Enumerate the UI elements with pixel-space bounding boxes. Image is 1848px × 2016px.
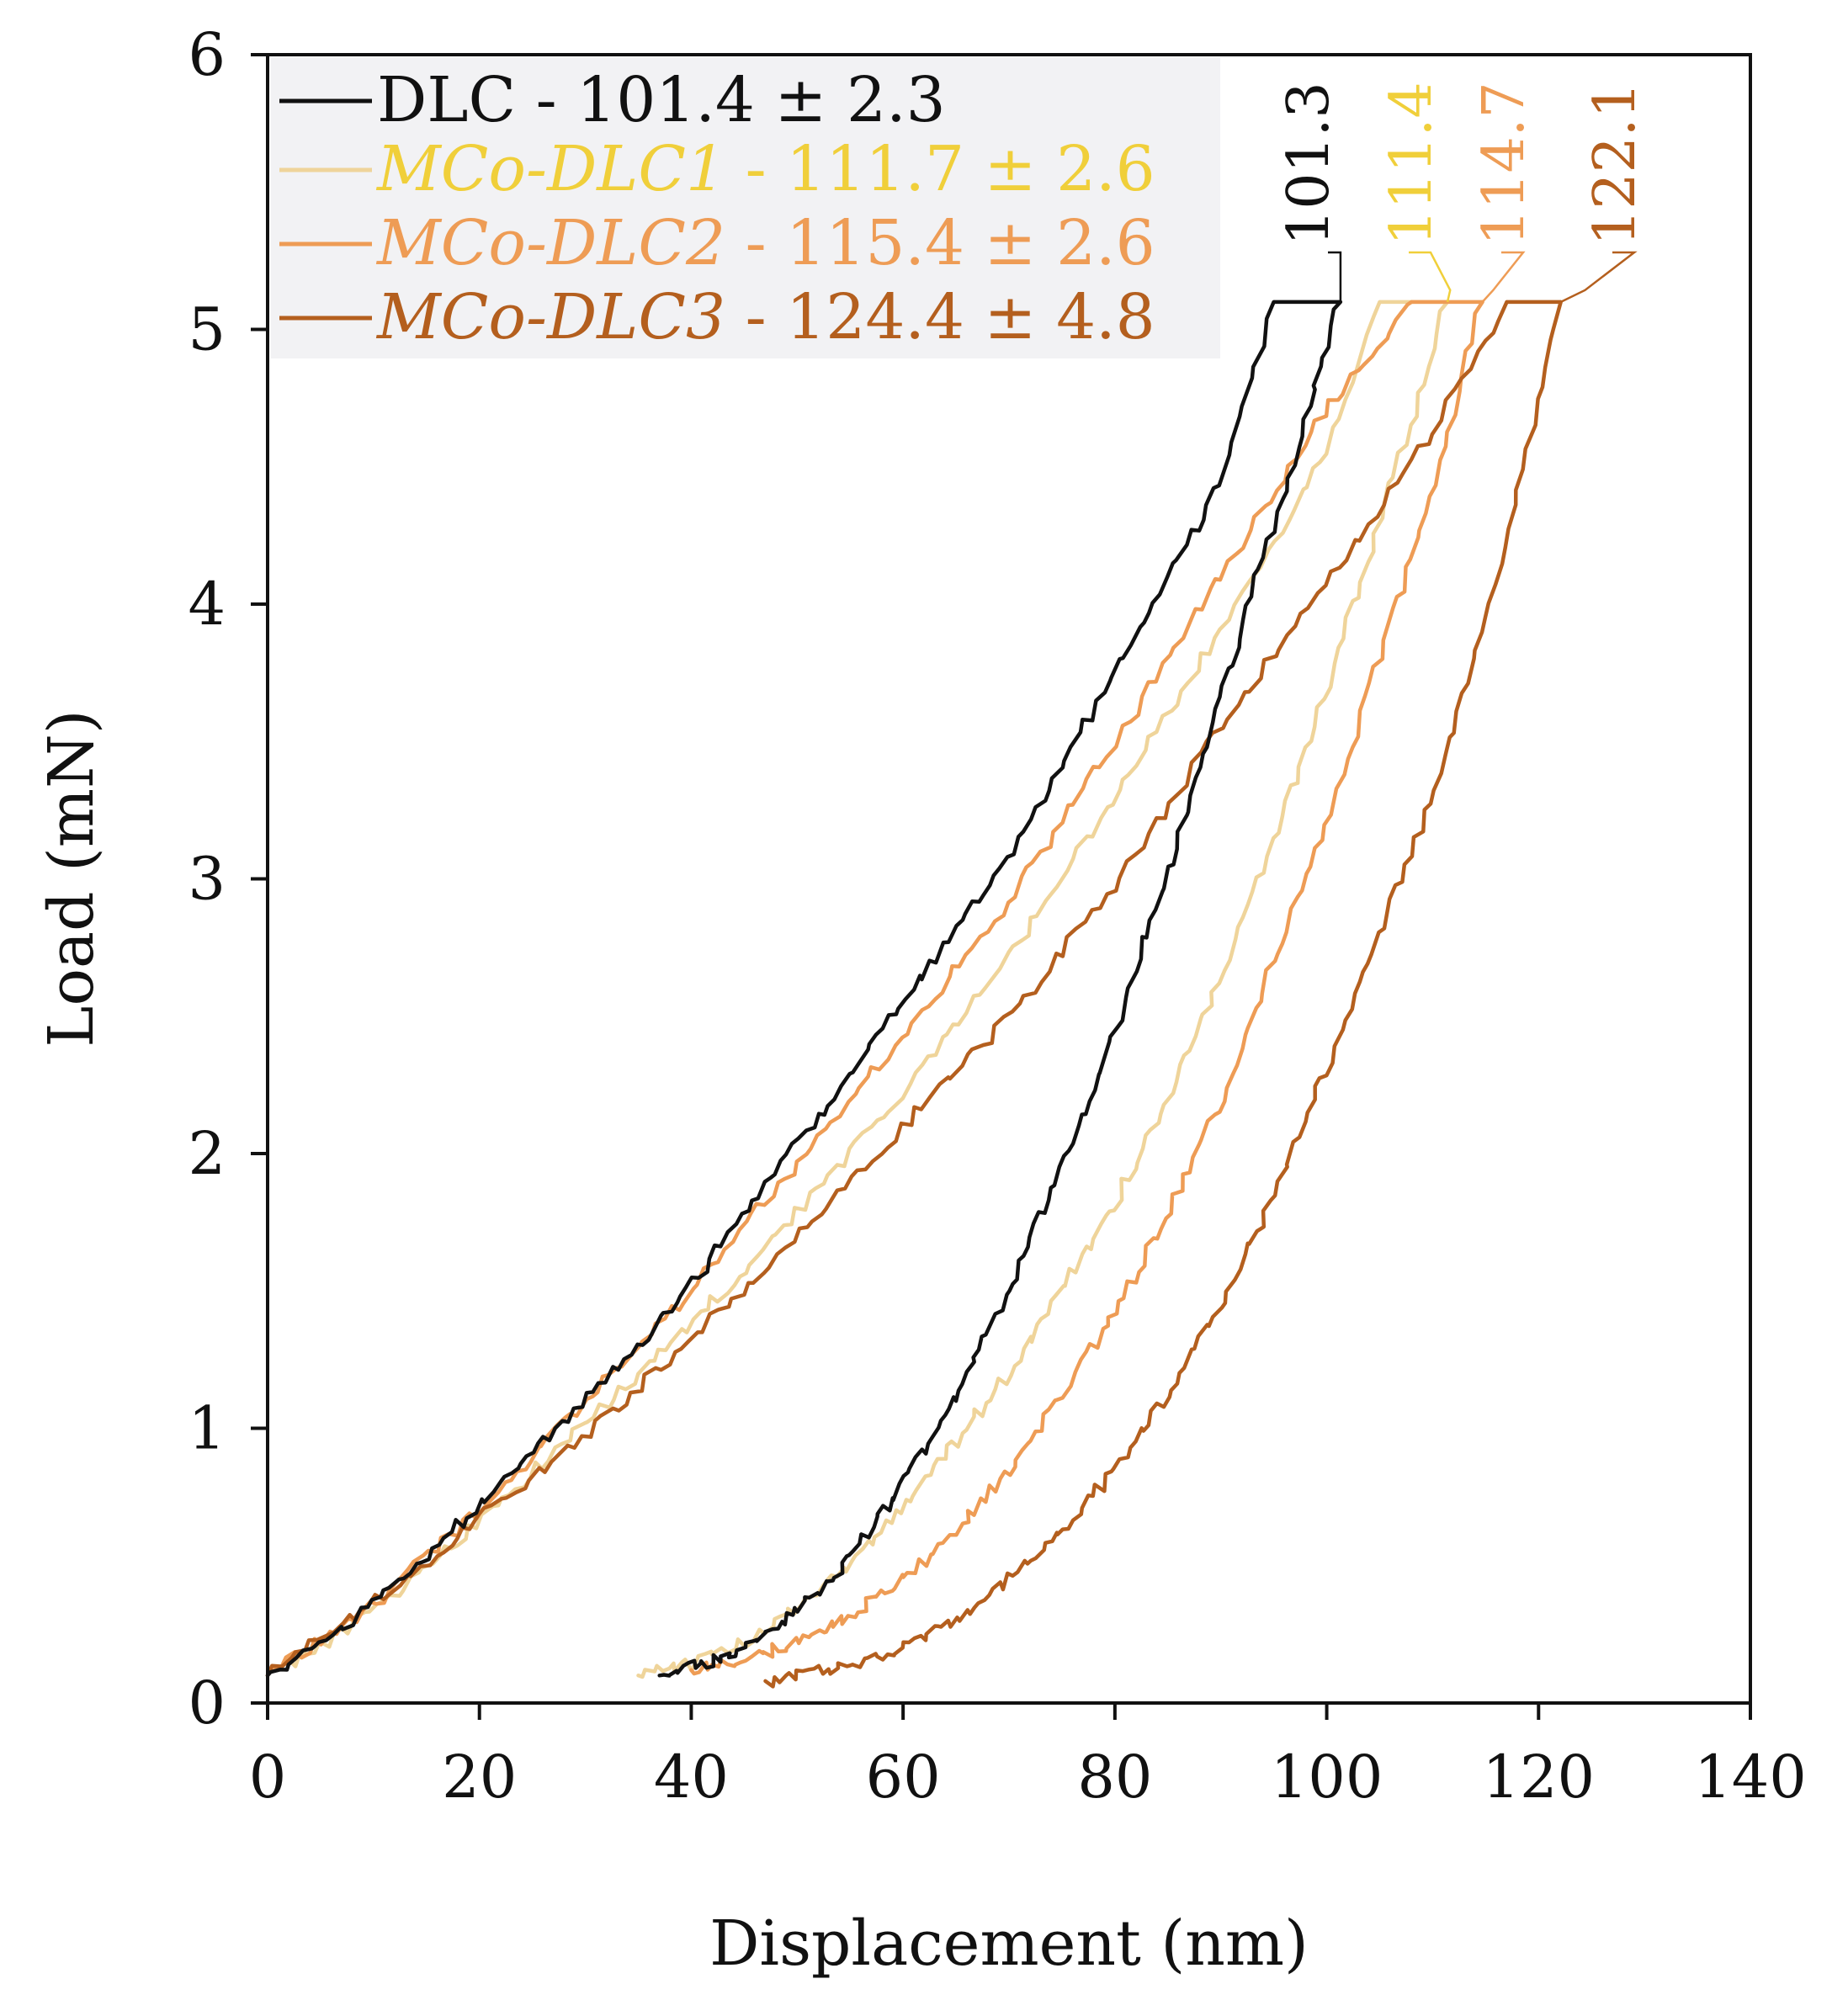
curve-unloading-mco-dlc3 <box>763 300 1563 1689</box>
legend-value-mco-dlc1: - 111.7 ± 2.6 <box>725 133 1155 205</box>
peak-label-mco-dlc3: 122.1 <box>1582 82 1649 246</box>
peak-leader-dlc <box>1328 251 1342 302</box>
x-tick-label-20: 20 <box>442 1743 517 1812</box>
x-tick-label-100: 100 <box>1271 1743 1383 1812</box>
x-tick-label-60: 60 <box>866 1743 941 1812</box>
peak-leader-mco-dlc3 <box>1560 251 1638 303</box>
curve-loading-mco-dlc2 <box>265 300 1414 1678</box>
x-axis-ticks: 0 20 40 60 80 100 120 140 <box>249 1703 1807 1812</box>
legend-text-mco-dlc3: MCo-DLC3 - 124.4 ± 4.8 <box>375 281 1155 353</box>
legend-item-mco-dlc3: MCo-DLC3 - 124.4 ± 4.8 <box>279 281 1155 353</box>
y-tick-label-4: 4 <box>188 570 226 639</box>
y-tick-label-6: 6 <box>188 20 226 89</box>
y-tick-label-3: 3 <box>188 845 226 914</box>
y-axis-ticks: 0 1 2 3 4 5 6 <box>188 20 268 1737</box>
peak-leader-mco-dlc1 <box>1409 251 1452 303</box>
legend-item-mco-dlc1: MCo-DLC1 - 111.7 ± 2.6 <box>279 133 1155 205</box>
legend-label-mco-dlc1: MCo-DLC1 <box>375 133 725 205</box>
legend-background <box>271 57 1220 358</box>
y-tick-label-1: 1 <box>188 1394 226 1463</box>
legend-item-dlc: DLC - 101.4 ± 2.3 <box>279 64 946 136</box>
x-tick-label-80: 80 <box>1077 1743 1152 1812</box>
peak-leader-mco-dlc2 <box>1481 251 1526 303</box>
legend: DLC - 101.4 ± 2.3 MCo-DLC1 - 111.7 ± 2.6… <box>279 64 1155 353</box>
peak-label-mco-dlc2: 114.7 <box>1471 82 1537 246</box>
curve-unloading-dlc <box>657 300 1343 1678</box>
legend-value-mco-dlc2: - 115.4 ± 2.6 <box>725 207 1155 279</box>
x-tick-label-0: 0 <box>249 1743 287 1812</box>
curve-unloading-mco-dlc2 <box>689 300 1484 1676</box>
y-tick-label-5: 5 <box>188 295 226 364</box>
legend-label-mco-dlc3: MCo-DLC3 <box>375 281 725 353</box>
curve-loading-dlc <box>265 300 1276 1678</box>
x-tick-label-140: 140 <box>1694 1743 1807 1812</box>
x-tick-label-120: 120 <box>1482 1743 1595 1812</box>
y-tick-label-0: 0 <box>188 1669 226 1737</box>
peak-labels-group: 101.3 111.4 114.7 122.1 <box>1276 82 1649 303</box>
legend-value-mco-dlc3: - 124.4 ± 4.8 <box>725 281 1155 353</box>
peak-label-mco-dlc1: 111.4 <box>1378 82 1445 246</box>
legend-text-dlc: DLC - 101.4 ± 2.3 <box>377 64 946 136</box>
curve-unloading-mco-dlc1 <box>636 300 1450 1679</box>
legend-label-mco-dlc2: MCo-DLC2 <box>375 207 725 279</box>
peak-label-dlc: 101.3 <box>1276 82 1342 246</box>
y-axis-title: Load (mN) <box>35 709 108 1047</box>
legend-label-dlc: DLC <box>377 64 516 136</box>
curve-loading-mco-dlc1 <box>265 300 1382 1678</box>
curve-loading-mco-dlc3 <box>265 300 1509 1678</box>
x-tick-label-40: 40 <box>654 1743 729 1812</box>
legend-value-dlc: - 101.4 ± 2.3 <box>516 64 946 136</box>
curves-group <box>265 300 1563 1689</box>
legend-item-mco-dlc2: MCo-DLC2 - 115.4 ± 2.6 <box>279 207 1155 279</box>
legend-text-mco-dlc1: MCo-DLC1 - 111.7 ± 2.6 <box>375 133 1155 205</box>
y-tick-label-2: 2 <box>188 1119 226 1188</box>
legend-text-mco-dlc2: MCo-DLC2 - 115.4 ± 2.6 <box>375 207 1155 279</box>
x-axis-title: Displacement (nm) <box>709 1907 1309 1980</box>
